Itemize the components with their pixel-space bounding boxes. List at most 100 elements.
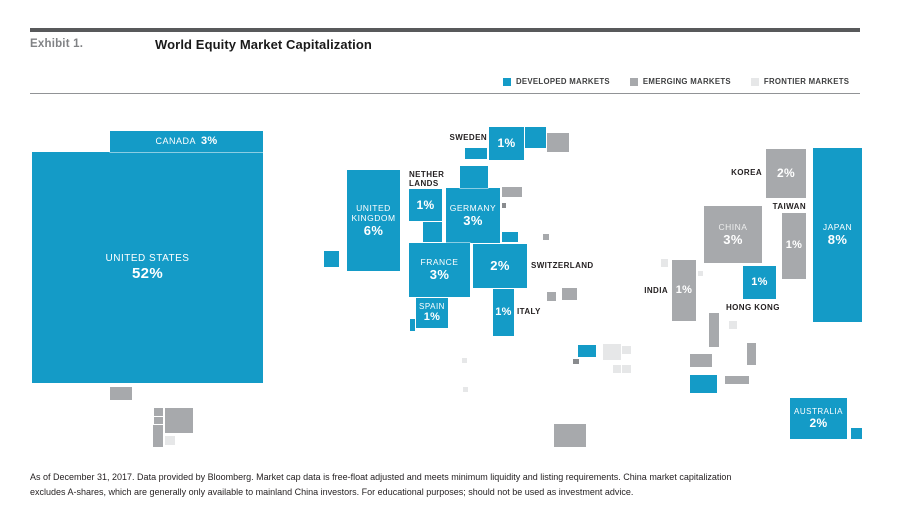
region-china: CHINA 3%: [704, 206, 762, 263]
region-australia: AUSTRALIA 2%: [790, 398, 847, 439]
region-italy: 1%: [493, 289, 514, 336]
region-dev-j: [851, 428, 862, 439]
region-frn-h: [661, 259, 668, 267]
region-switzerland: 2%: [473, 244, 527, 288]
region-pct: 1%: [416, 197, 435, 212]
region-dev-d: [525, 127, 546, 148]
region-emg-n: [709, 313, 719, 347]
region-frn-b: [462, 358, 467, 363]
region-pct: 1%: [751, 275, 768, 288]
region-japan: JAPAN 8%: [813, 148, 862, 322]
country-label-korea: KOREA: [731, 168, 762, 177]
page-title: World Equity Market Capitalization: [155, 37, 372, 52]
region-dev-b: [465, 148, 487, 159]
region-emg-e: [547, 292, 556, 301]
region-emg-o: [690, 354, 712, 367]
region-name: UNITED STATES: [105, 252, 190, 264]
region-emg-a: [547, 133, 569, 152]
legend-item-emerging: EMERGING MARKETS: [629, 77, 731, 86]
region-name: KINGDOM: [351, 212, 396, 223]
region-emg-l: [165, 408, 193, 433]
region-pct: 52%: [132, 264, 163, 282]
region-pct: 1%: [785, 239, 803, 252]
region-dev-i: [690, 375, 717, 393]
region-pct: 1%: [497, 136, 516, 151]
top-rule: [30, 28, 860, 32]
region-emg-h: [110, 387, 132, 400]
region-frn-f: [613, 365, 621, 373]
region-frn-i: [698, 271, 703, 276]
region-name: UNITED: [356, 202, 391, 213]
region-name: CHINA: [718, 221, 748, 232]
region-frn-g: [622, 365, 631, 373]
region-emg-g: [573, 359, 579, 364]
region-emg-b: [502, 187, 522, 197]
region-united-kingdom: UNITED KINGDOM 6%: [347, 170, 400, 271]
legend-label: DEVELOPED MARKETS: [516, 77, 610, 86]
region-pct: 1%: [495, 305, 512, 318]
source-note-line1: As of December 31, 2017. Data provided b…: [30, 472, 732, 482]
region-frn-e: [622, 346, 631, 354]
country-label-taiwan: TAIWAN: [772, 202, 806, 211]
region-emg-p: [747, 343, 756, 365]
region-frn-c: [463, 387, 468, 392]
region-canada: CANADA 3%: [110, 131, 263, 152]
region-emg-m: [554, 424, 586, 447]
region-pct: 2%: [490, 258, 510, 274]
region-emg-f: [562, 288, 577, 300]
region-emg-d: [543, 234, 549, 240]
country-label-italy: ITALY: [517, 307, 541, 316]
region-united-states: UNITED STATES 52%: [32, 152, 263, 383]
region-pct: 2%: [777, 166, 795, 181]
region-name: GERMANY: [449, 202, 497, 213]
region-france: FRANCE 3%: [409, 243, 470, 297]
region-frn-d: [603, 344, 621, 360]
region-frn-j: [729, 321, 737, 329]
legend-item-developed: DEVELOPED MARKETS: [503, 77, 610, 86]
region-dev-c: [460, 166, 488, 188]
region-emg-q: [725, 376, 749, 384]
country-label-sweden: SWEDEN: [449, 133, 487, 142]
region-sweden: 1%: [489, 127, 524, 160]
region-hong-kong: 1%: [743, 266, 776, 299]
exhibit-number: Exhibit 1.: [30, 38, 84, 50]
legend-label: EMERGING MARKETS: [642, 77, 731, 86]
legend-swatch: [750, 77, 759, 86]
region-pct: 3%: [429, 267, 450, 283]
region-korea: 2%: [766, 149, 806, 198]
region-name: SPAIN: [419, 301, 445, 311]
region-dev-e: [423, 222, 442, 242]
country-label-hong-kong: HONG KONG: [726, 303, 780, 312]
region-pct: 6%: [363, 222, 384, 238]
country-label-switzerland: SWITZERLAND: [531, 261, 594, 270]
region-germany: GERMANY 3%: [446, 188, 500, 243]
region-name: AUSTRALIA: [794, 406, 843, 416]
region-name: FRANCE: [420, 257, 459, 268]
region-taiwan: 1%: [782, 213, 806, 279]
legend-swatch: [629, 77, 638, 86]
region-india: 1%: [672, 260, 696, 321]
legend: DEVELOPED MARKETS EMERGING MARKETS FRONT…: [503, 77, 849, 86]
region-emg-j: [154, 417, 163, 424]
legend-item-frontier: FRONTIER MARKETS: [750, 77, 850, 86]
region-pct: 1%: [675, 283, 693, 296]
region-pct: 3%: [723, 231, 743, 247]
legend-rule: [30, 93, 860, 94]
source-note-line2: excludes A-shares, which are generally o…: [30, 487, 634, 497]
region-emg-c: [502, 203, 506, 208]
source-note: As of December 31, 2017. Data provided b…: [30, 470, 875, 500]
region-pct: 2%: [809, 416, 828, 431]
cartogram: UNITED STATES 52% CANADA 3% UNITED KINGDOM 6% 1…: [32, 127, 862, 447]
region-pct: 1%: [423, 311, 441, 324]
region-pct: 3%: [201, 134, 218, 147]
region-name: CANADA: [155, 136, 196, 147]
region-dev-h: [578, 345, 596, 357]
region-netherlands: 1%: [409, 189, 442, 221]
country-label-netherlands: NETHER LANDS: [409, 170, 445, 189]
region-dev-f: [502, 232, 518, 242]
legend-label: FRONTIER MARKETS: [763, 77, 850, 86]
country-label-india: INDIA: [644, 286, 668, 295]
region-name: JAPAN: [822, 222, 853, 233]
region-dev-a: [324, 251, 339, 267]
region-pct: 3%: [463, 212, 483, 228]
